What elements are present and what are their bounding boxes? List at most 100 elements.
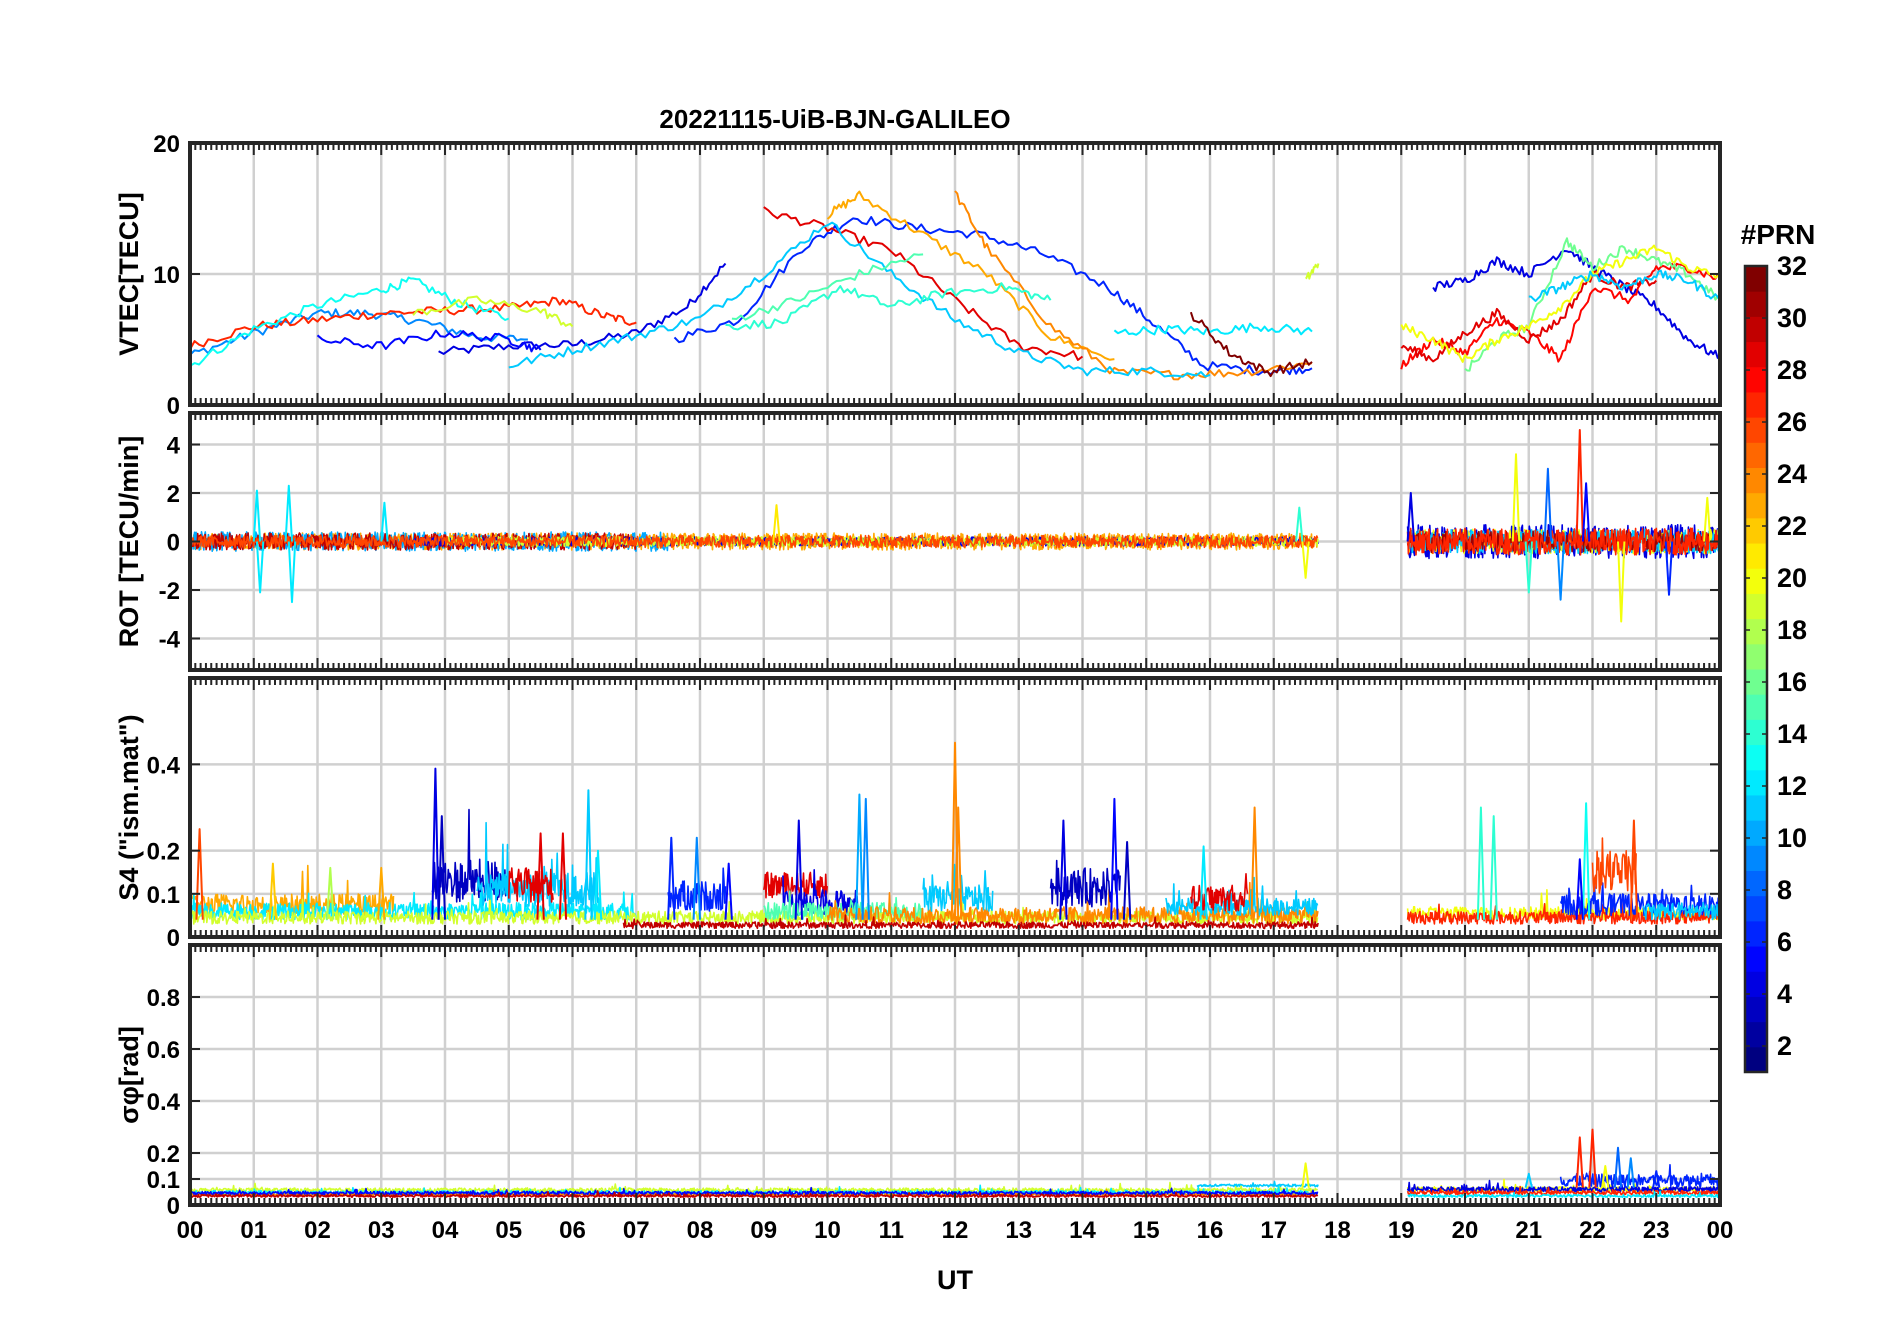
x-tick-label: 00 bbox=[177, 1217, 204, 1244]
colorbar-step bbox=[1745, 442, 1767, 468]
series-prn-4 bbox=[1432, 250, 1720, 359]
y-tick-label-rot: -4 bbox=[159, 626, 181, 653]
y-tick-label-s4: 0.4 bbox=[147, 752, 181, 779]
series-prn-19 bbox=[1305, 263, 1320, 280]
series-sigma bbox=[190, 1128, 1720, 1198]
spike-prn-6 bbox=[1664, 541, 1674, 596]
trace-prn-3 bbox=[1049, 859, 1121, 908]
x-tick-labels: 00 01 02 03 04 05 06 07 08 09 10 11 12 13 14 15 16 17 18 19… bbox=[177, 1217, 1734, 1244]
trace-prn-27 bbox=[1406, 527, 1720, 556]
colorbar-tick-label: 12 bbox=[1777, 771, 1807, 801]
y-tick-label-vtec: 0 bbox=[167, 393, 180, 420]
series-prn-15 bbox=[731, 253, 924, 321]
colorbar-step bbox=[1745, 946, 1767, 972]
spike-prn-6 bbox=[667, 836, 676, 920]
spike-prn-14 bbox=[1476, 806, 1486, 920]
series-prn-5 bbox=[316, 329, 542, 353]
trace-prn-12 bbox=[190, 885, 637, 921]
colorbar-step bbox=[1745, 467, 1767, 494]
spike-prn-26 bbox=[1629, 819, 1639, 920]
colorbar-tick-label: 32 bbox=[1777, 251, 1807, 281]
colorbar-step bbox=[1745, 492, 1767, 519]
colorbar-tick-label: 26 bbox=[1777, 407, 1807, 437]
trace-prn-29 bbox=[508, 867, 554, 903]
spike-prn-12 bbox=[287, 541, 297, 604]
colorbar-step bbox=[1745, 366, 1767, 393]
spike-prn-12 bbox=[284, 484, 293, 542]
x-tick-label: 18 bbox=[1324, 1217, 1351, 1244]
colorbar-step bbox=[1745, 895, 1767, 922]
spike-prn-4 bbox=[1059, 819, 1068, 920]
trace-prn-23 bbox=[190, 864, 395, 917]
colorbar-step bbox=[1745, 316, 1767, 343]
trace-prn-6 bbox=[667, 867, 727, 912]
y-tick-label-sigma: 0 bbox=[167, 1193, 180, 1220]
series-prn-11 bbox=[508, 221, 1211, 378]
grid-vtec bbox=[190, 143, 1720, 405]
y-axis-label-sigma: σφ[rad] bbox=[114, 1026, 144, 1124]
spike-prn-3 bbox=[437, 815, 446, 920]
x-tick-label: 13 bbox=[1005, 1217, 1032, 1244]
spike-prn-26 bbox=[195, 828, 204, 920]
spike-prn-14 bbox=[1489, 815, 1498, 920]
y-tick-label-s4: 0.1 bbox=[147, 882, 180, 909]
colorbar-tick-label: 20 bbox=[1777, 563, 1807, 593]
x-tick-label: 20 bbox=[1452, 1217, 1479, 1244]
colorbar-step bbox=[1745, 1021, 1767, 1048]
spike-prn-20 bbox=[1511, 453, 1521, 542]
minor-ticks-rot bbox=[189, 413, 1721, 670]
series-prn-14 bbox=[725, 282, 1052, 331]
x-tick-label: 05 bbox=[495, 1217, 522, 1244]
x-tick-label: 19 bbox=[1388, 1217, 1415, 1244]
series-prn-12 bbox=[1113, 322, 1313, 336]
trace-prn-6 bbox=[1559, 1164, 1720, 1188]
series-prn-9 bbox=[190, 308, 528, 356]
x-tick-label: 04 bbox=[432, 1217, 459, 1244]
panel-rot: -4 -2 0 2 4 ROT [TECU/min] bbox=[114, 411, 1722, 672]
y-tick-label-rot: 2 bbox=[167, 481, 180, 508]
y-tick-label-rot: 4 bbox=[167, 433, 181, 460]
colorbar-tick-label: 2 bbox=[1777, 1031, 1792, 1061]
series-prn-32 bbox=[1189, 311, 1313, 378]
colorbar-step bbox=[1745, 618, 1767, 645]
trace-prn-27 bbox=[1406, 898, 1720, 925]
spike-prn-8 bbox=[1543, 467, 1553, 542]
x-tick-label: 10 bbox=[814, 1217, 841, 1244]
spike-prn-5 bbox=[1581, 482, 1591, 542]
colorbar-tick-label: 14 bbox=[1777, 719, 1807, 749]
x-tick-label: 08 bbox=[687, 1217, 714, 1244]
trace-prn-30 bbox=[622, 914, 1319, 930]
spike-prn-20 bbox=[1301, 1162, 1310, 1188]
colorbar-step bbox=[1745, 417, 1767, 443]
spike-prn-27 bbox=[1575, 429, 1584, 542]
trace-prn-26 bbox=[190, 534, 1319, 549]
colorbar-step bbox=[1745, 694, 1767, 720]
spike-prn-11 bbox=[584, 789, 593, 920]
series-prn-20 bbox=[1400, 244, 1720, 363]
panel-sigma: 00.10.2 0.4 0.6 0.8σφ[rad] bbox=[114, 943, 1722, 1220]
y-axis-label-rot: ROT [TECU/min] bbox=[114, 436, 144, 647]
x-tick-label: 09 bbox=[750, 1217, 777, 1244]
spike-prn-14 bbox=[1524, 541, 1533, 594]
colorbar-step bbox=[1745, 1046, 1767, 1073]
series-prn-23 bbox=[826, 190, 1115, 361]
y-tick-label-s4: 0.2 bbox=[147, 839, 180, 866]
panel-s4: 0 0.1 0.2 0.4S4 ("ism.mat") bbox=[114, 676, 1722, 952]
y-axis-label-vtec: VTEC[TECU] bbox=[114, 192, 144, 356]
spike-prn-11 bbox=[1524, 1172, 1533, 1188]
colorbar-tick-label: 24 bbox=[1777, 459, 1807, 489]
series-prn-13 bbox=[190, 276, 510, 367]
spike-prn-29 bbox=[558, 832, 568, 920]
colorbar-tick-label: 28 bbox=[1777, 355, 1807, 385]
minor-ticks-vtec bbox=[189, 143, 1721, 405]
x-tick-label: 15 bbox=[1133, 1217, 1160, 1244]
trace-prn-11 bbox=[1196, 1180, 1319, 1188]
x-tick-label: 03 bbox=[368, 1217, 395, 1244]
x-tick-label: 07 bbox=[623, 1217, 650, 1244]
series-prn-16 bbox=[1464, 237, 1720, 372]
colorbar-step bbox=[1745, 794, 1767, 821]
x-tick-label: 02 bbox=[304, 1217, 331, 1244]
colorbar-title: #PRN bbox=[1741, 219, 1816, 250]
spike-prn-5 bbox=[1110, 797, 1119, 920]
